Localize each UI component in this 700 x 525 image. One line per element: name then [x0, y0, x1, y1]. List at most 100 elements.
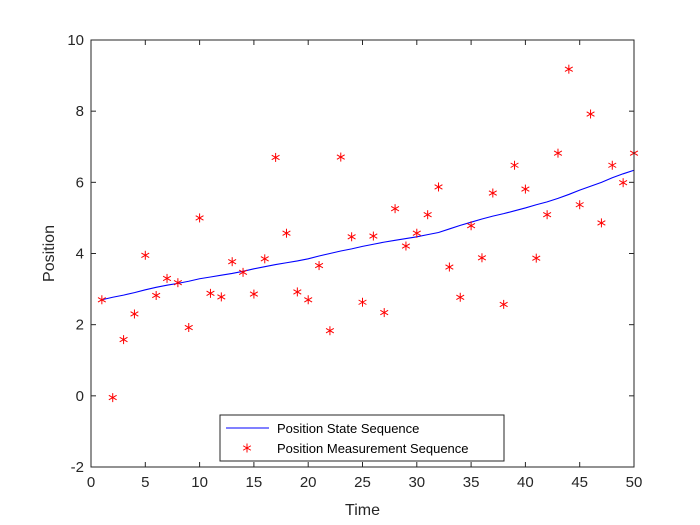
x-tick-label: 25 — [354, 474, 371, 491]
asterisk-stroke — [206, 290, 215, 297]
asterisk-stroke — [162, 275, 172, 282]
asterisk-stroke — [293, 289, 302, 295]
data-point-measurement — [434, 182, 443, 192]
data-point-measurement — [401, 241, 411, 251]
asterisk-stroke — [466, 223, 476, 229]
asterisk-stroke — [542, 212, 552, 218]
data-point-measurement — [336, 152, 345, 162]
data-point-measurement — [380, 308, 389, 318]
asterisk-stroke — [347, 234, 356, 240]
x-tick-label: 35 — [463, 474, 480, 491]
x-tick-label: 5 — [141, 474, 149, 491]
asterisk-stroke — [130, 311, 139, 317]
asterisk-stroke — [488, 190, 497, 196]
data-point-measurement — [271, 152, 280, 162]
data-point-measurement — [423, 210, 432, 220]
data-point-measurement — [532, 253, 541, 263]
data-point-measurement — [499, 299, 508, 309]
asterisk-stroke — [380, 309, 389, 316]
x-axis-title: Time — [345, 502, 380, 519]
asterisk-stroke — [510, 162, 519, 168]
data-point-measurement — [521, 184, 530, 194]
data-point-measurement — [217, 292, 226, 302]
data-point-measurement — [260, 254, 269, 264]
asterisk-stroke — [575, 202, 584, 208]
asterisk-stroke — [260, 256, 269, 262]
data-point-measurement — [542, 210, 552, 220]
data-point-measurement — [586, 109, 595, 119]
asterisk-stroke — [228, 258, 237, 265]
axes: 0 5 10 15 20 25 30 35 40 45 50-20246810TimePositio… — [41, 32, 642, 519]
data-point-measurement — [575, 200, 584, 210]
data-point-measurement — [347, 232, 356, 242]
x-tick-label: 15 — [246, 474, 263, 491]
data-point-measurement — [488, 188, 497, 198]
asterisk-stroke — [314, 262, 324, 269]
asterisk-stroke — [358, 299, 367, 305]
legend-label-state: Position State Sequence — [277, 421, 419, 436]
x-tick-label: 0 — [87, 474, 95, 491]
asterisk-stroke — [477, 255, 487, 261]
data-point-measurement — [445, 262, 454, 272]
data-point-measurement — [304, 295, 313, 305]
data-point-measurement — [510, 160, 519, 170]
x-tick-label: 30 — [408, 474, 425, 491]
data-point-measurement — [412, 228, 421, 238]
asterisk-stroke — [401, 243, 411, 249]
asterisk-stroke — [521, 186, 530, 192]
asterisk-stroke — [586, 111, 595, 117]
y-tick-label: 4 — [76, 246, 84, 263]
y-axis-title: Position — [41, 225, 58, 282]
asterisk-stroke — [195, 215, 204, 221]
y-tick-label: 2 — [76, 317, 84, 334]
asterisk-stroke — [499, 301, 508, 308]
data-point-measurement — [130, 309, 139, 319]
x-tick-label: 20 — [300, 474, 317, 491]
data-point-measurement — [173, 278, 183, 288]
legend: Position State Sequence Position Measurem… — [219, 414, 505, 462]
x-tick-label: 10 — [191, 474, 208, 491]
data-point-measurement — [206, 288, 215, 298]
asterisk-stroke — [412, 230, 421, 236]
y-tick-label: 6 — [76, 174, 84, 191]
data-point-measurement — [553, 148, 563, 158]
asterisk-stroke — [242, 445, 252, 451]
asterisk-stroke — [336, 154, 345, 160]
data-point-measurement — [466, 221, 476, 231]
data-point-measurement — [369, 231, 378, 241]
data-point-measurement — [477, 253, 487, 263]
data-point-measurement — [195, 213, 204, 223]
x-tick-label: 40 — [517, 474, 534, 491]
legend-label-measurement: Position Measurement Sequence — [277, 441, 469, 456]
data-point-measurement — [456, 292, 465, 302]
asterisk-stroke — [532, 255, 541, 261]
data-point-measurement — [597, 218, 606, 228]
data-point-measurement — [314, 261, 324, 271]
series-line-position-state — [101, 169, 635, 301]
asterisk-stroke — [184, 324, 193, 331]
asterisk-stroke — [369, 233, 378, 239]
asterisk-stroke — [608, 162, 617, 168]
plot-background — [91, 40, 634, 467]
asterisk-stroke — [217, 294, 226, 300]
plot-area — [91, 40, 634, 467]
data-point-measurement — [152, 290, 161, 300]
asterisk-stroke — [325, 328, 335, 334]
asterisk-stroke — [553, 150, 563, 156]
y-tick-label: 10 — [67, 32, 84, 49]
legend-box — [219, 414, 505, 462]
asterisk-stroke — [119, 336, 128, 343]
asterisk-stroke — [152, 292, 161, 299]
asterisk-stroke — [304, 297, 313, 303]
data-point-measurement — [119, 335, 128, 345]
asterisk-stroke — [97, 297, 107, 303]
data-point-measurement — [390, 204, 400, 214]
x-tick-label: 45 — [571, 474, 588, 491]
data-point-measurement — [358, 297, 367, 307]
asterisk-stroke — [423, 212, 432, 218]
y-tick-label: 8 — [76, 103, 84, 120]
asterisk-stroke — [597, 220, 606, 226]
asterisk-stroke — [564, 66, 573, 72]
